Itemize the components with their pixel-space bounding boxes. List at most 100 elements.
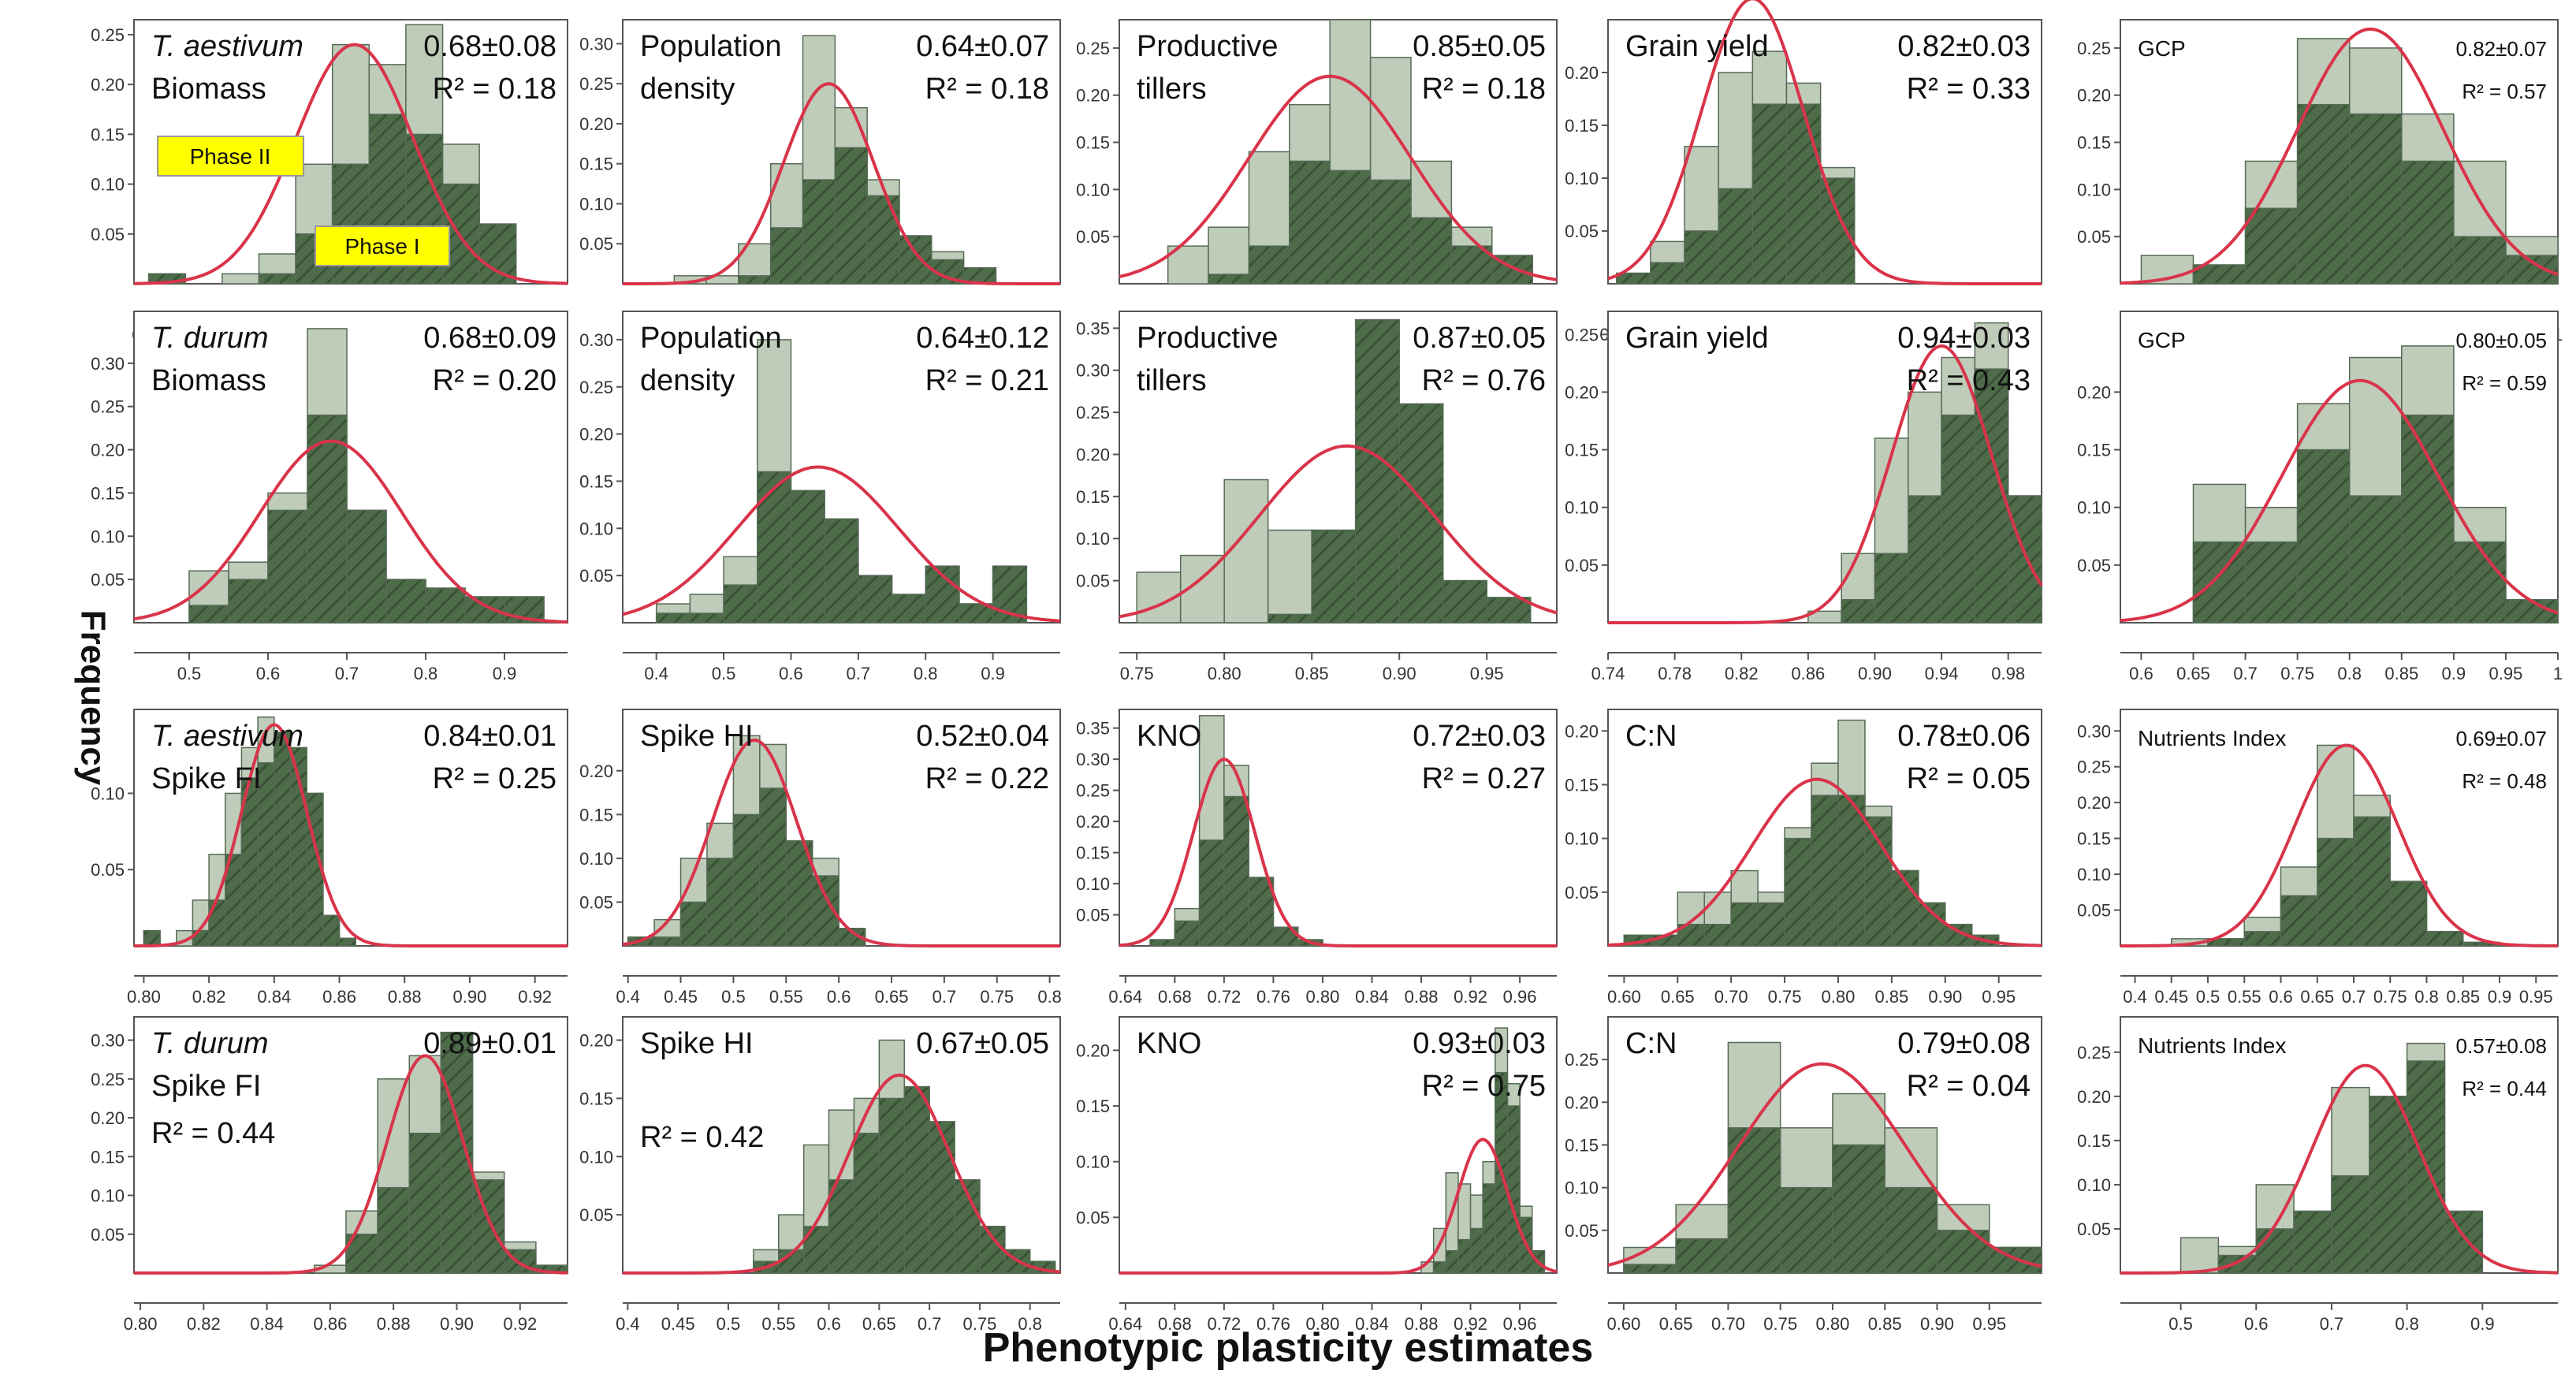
bar-phase1	[267, 509, 308, 624]
bar-phase1	[1874, 553, 1909, 624]
y-tick-label: 0.15	[2077, 829, 2111, 849]
x-tick-label: 0.4	[2123, 987, 2147, 1007]
x-tick-label: 0.86	[313, 1314, 347, 1334]
x-tick-label: 0.7	[2342, 987, 2366, 1007]
x-tick-label: 0.86	[322, 987, 356, 1007]
panel-title-line2: density	[640, 73, 735, 106]
y-tick-label: 0.05	[91, 860, 125, 880]
x-tick-label: 0.75	[2280, 664, 2314, 683]
bar-phase1	[1457, 1238, 1472, 1274]
bar-phase1	[478, 223, 517, 285]
bar-phase1	[1267, 613, 1312, 624]
y-tick-label: 0.05	[1565, 221, 1599, 241]
r2-label: R² = 0.18	[433, 73, 557, 106]
panel-11: 0.05 0.10 0.80 0.82 0.84 0.86 0.88 0.90 0.92 T. a…	[91, 709, 568, 1007]
panel-title-line2: tillers	[1137, 364, 1207, 397]
r2-label: R² = 0.18	[1422, 73, 1546, 106]
panel-14: 0.05 0.10 0.15 0.20 0.60 0.65 0.70 0.75 0.80 0.85…	[1565, 709, 2042, 1007]
bar-phase1	[1918, 902, 1946, 947]
bar-phase1	[1908, 495, 1942, 624]
x-tick-label: 0.75	[963, 1314, 997, 1334]
y-tick-label: 0.20	[1565, 1093, 1599, 1112]
normal-curve	[134, 723, 568, 947]
y-tick-label: 0.05	[579, 892, 613, 912]
normal-curve	[1119, 1137, 1558, 1275]
panel-title: Biomass	[151, 364, 266, 397]
bar-phase1	[425, 587, 466, 624]
y-tick-label: 0.25	[2077, 758, 2111, 777]
y-tick-label: 0.20	[579, 425, 613, 445]
y-tick-label: 0.10	[91, 1186, 125, 1206]
bar-phase1	[1223, 795, 1249, 947]
stat-label: 0.93±0.03	[1413, 1027, 1546, 1060]
x-tick-label: 0.85	[1295, 664, 1329, 683]
bar-phase1	[1486, 597, 1532, 624]
x-tick-label: 0.92	[518, 987, 552, 1007]
bar-phase1	[471, 1179, 505, 1274]
y-tick-label: 0.25	[1076, 403, 1110, 423]
bar-phase1	[790, 490, 825, 624]
panel-8: 0.05 0.10 0.15 0.20 0.25 0.30 0.35 0.75 0.80 0.85…	[1076, 311, 1558, 683]
bar-phase1	[1198, 839, 1225, 947]
y-tick-label: 0.05	[579, 234, 613, 254]
y-tick-label: 0.10	[1565, 498, 1599, 518]
bar-phase1	[653, 936, 682, 947]
x-tick-label: 0.85	[1874, 987, 1908, 1007]
stat-label: 0.94±0.03	[1897, 322, 2031, 355]
bar-phase1	[1779, 1186, 1833, 1274]
bar-phase1	[1936, 1230, 1990, 1274]
bar-phase1	[1311, 529, 1357, 624]
bar-phase1	[979, 1226, 1006, 1274]
y-tick-label: 0.10	[1076, 1152, 1110, 1172]
x-tick-label: 0.95	[1470, 664, 1504, 683]
stat-label: 0.85±0.05	[1413, 30, 1546, 63]
bar-phase1	[738, 275, 772, 285]
y-tick-label: 0.15	[1076, 487, 1110, 507]
bar-phase1	[891, 594, 926, 624]
panel-title: C:N	[1625, 1027, 1677, 1060]
x-tick-label: 0.65	[2176, 664, 2210, 683]
panel-12: 0.05 0.10 0.15 0.20 0.4 0.45 0.5 0.55 0.6 0.65 0.7…	[579, 709, 1062, 1007]
x-tick-label: 0.9	[2470, 1314, 2495, 1334]
y-tick-label: 0.15	[2077, 441, 2111, 460]
y-tick-label: 0.15	[1076, 133, 1110, 153]
bar-phase1	[408, 1132, 442, 1274]
y-tick-label: 0.20	[91, 1108, 125, 1128]
bar-phase1	[2401, 160, 2455, 285]
x-tick-label: 0.55	[2228, 987, 2261, 1007]
r2-label: R² = 0.43	[1907, 364, 2031, 397]
panel-9: 0.05 0.10 0.15 0.20 0.25 0.74 0.78 0.82 0.86 0.90…	[1565, 311, 2043, 683]
x-tick-label: 0.96	[1503, 987, 1537, 1007]
y-tick-label: 0.05	[1565, 1221, 1599, 1241]
x-tick-label: 0.9	[981, 664, 1005, 683]
y-tick-label: 0.20	[2077, 86, 2111, 106]
x-tick-label: 0.5	[712, 664, 736, 683]
bar-phase1	[2317, 837, 2355, 947]
x-tick-label: 0.55	[769, 987, 803, 1007]
stat-label: 0.89±0.01	[423, 1027, 557, 1060]
y-tick-label: 0.15	[91, 483, 125, 503]
y-tick-label: 0.15	[2077, 133, 2111, 153]
y-tick-label: 0.15	[91, 125, 125, 144]
bar-phase1	[2243, 931, 2282, 947]
bar-phase1	[858, 575, 893, 624]
x-tick-label: 0.98	[1991, 664, 2025, 683]
bar-phase1	[1784, 837, 1812, 947]
bar-phase1	[228, 579, 269, 624]
x-tick-label: 0.64	[1108, 1314, 1142, 1334]
panel-3: 0.050.100.150.200.250.750.800.850.900.95…	[1076, 19, 1558, 344]
panel-title-line1: Population	[640, 30, 782, 63]
bar-phase1	[2244, 541, 2299, 624]
stat-label: 0.64±0.12	[916, 322, 1049, 355]
x-tick-label: 0.7	[918, 1314, 942, 1334]
y-tick-label: 0.20	[2077, 1087, 2111, 1107]
x-tick-label: 0.65	[1661, 987, 1695, 1007]
x-tick-label: 0.88	[377, 1314, 411, 1334]
bar-phase1	[866, 195, 900, 285]
x-tick-label: 0.75	[1763, 1314, 1797, 1334]
bar-phase1	[1703, 923, 1732, 947]
y-tick-label: 0.30	[579, 34, 613, 54]
x-tick-label: 0.70	[1714, 987, 1748, 1007]
x-tick-label: 0.68	[1158, 1314, 1192, 1334]
y-tick-label: 0.15	[1565, 1136, 1599, 1156]
